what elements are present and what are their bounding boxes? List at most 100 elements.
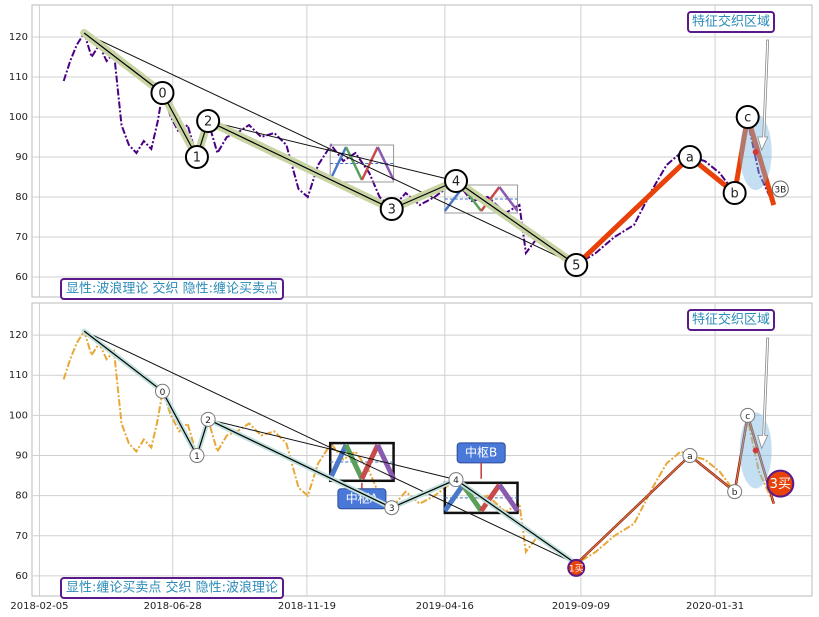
- wave-label: 5: [572, 259, 580, 274]
- wave-segment: [207, 418, 392, 509]
- wave-point: [150, 81, 175, 105]
- trend-line: [83, 32, 577, 266]
- wave-label: 3: [389, 504, 395, 514]
- y-tick-label: 100: [9, 410, 28, 421]
- zigzag: [375, 444, 396, 480]
- zigzag: [498, 186, 519, 212]
- zigzag: [497, 483, 520, 513]
- x-tick-label: 2020-01-31: [686, 601, 744, 612]
- wave-label: c: [745, 412, 750, 422]
- wave-label: b: [732, 488, 738, 498]
- cross-arrow: [757, 337, 770, 450]
- x-tick-label: 2019-04-16: [416, 601, 474, 612]
- wave-glow: [575, 455, 691, 565]
- wave-segment: [732, 116, 751, 194]
- y-tick-label: 120: [9, 32, 28, 43]
- wave-label: 1: [193, 151, 201, 166]
- wave-point: [184, 145, 209, 169]
- signal-label: 3B: [774, 186, 786, 196]
- y-tick-label: 70: [15, 531, 28, 542]
- cross-core: [752, 447, 759, 454]
- wave-segment: [83, 330, 163, 392]
- zigzag: [343, 444, 365, 480]
- wave-label: b: [731, 187, 739, 202]
- x-tick-label: 2018-11-19: [278, 601, 336, 612]
- signal-label: 1买: [569, 563, 584, 574]
- wave-label: 4: [453, 476, 459, 486]
- trend-line: [208, 120, 457, 182]
- wave-segment: [574, 155, 692, 267]
- x-tick-label: 2019-09-09: [552, 601, 610, 612]
- x-tick-label: 2018-02-05: [10, 601, 68, 612]
- note-box: [687, 309, 775, 331]
- wave-point: [154, 383, 170, 399]
- y-tick-label: 80: [15, 491, 28, 502]
- y-tick-label: 90: [15, 451, 28, 462]
- zigzag: [480, 186, 501, 212]
- wave-point: [727, 484, 743, 500]
- wave-label: 0: [160, 388, 166, 398]
- wave-label: a: [686, 151, 694, 166]
- wave-point: [379, 197, 404, 221]
- wave-glow: [734, 415, 749, 492]
- signal-point: [766, 469, 795, 498]
- note-text: 特征交织区域: [692, 312, 770, 328]
- wave-label: 3: [388, 203, 396, 218]
- plot-area: [31, 302, 813, 597]
- zigzag: [442, 483, 466, 513]
- note-text: 显性:波浪理论 交织 隐性:缠论买卖点: [66, 281, 278, 297]
- wave-segment: [161, 391, 198, 456]
- y-tick-label: 110: [9, 72, 28, 83]
- wave-label: a: [687, 452, 693, 462]
- zigzag: [359, 444, 380, 480]
- zigzag: [329, 146, 348, 181]
- wave-label: 4: [452, 175, 460, 190]
- wave-segment: [161, 92, 198, 158]
- y-tick-label: 90: [15, 152, 28, 163]
- zhongshu-label: 中枢B: [465, 444, 497, 459]
- x-tick-label: 2018-06-28: [144, 601, 202, 612]
- y-tick-label: 60: [15, 272, 28, 283]
- price-line: [62, 328, 775, 566]
- wave-segment: [207, 120, 392, 210]
- wave-glow: [689, 455, 735, 493]
- wave-point: [682, 448, 698, 464]
- wave-point: [200, 411, 216, 427]
- y-tick-label: 120: [9, 330, 28, 341]
- zhongshu-label: 中枢A: [346, 490, 379, 505]
- zigzag: [479, 483, 502, 513]
- wave-point: [448, 472, 464, 488]
- wave-point: [564, 253, 589, 277]
- y-tick-label: 100: [9, 112, 28, 123]
- wave-segment: [83, 32, 163, 94]
- wave-point: [189, 448, 205, 464]
- wave-point: [677, 145, 702, 169]
- wave-point: [384, 500, 400, 516]
- wave-segment: [455, 479, 577, 565]
- wave-segment: [391, 479, 457, 509]
- y-tick-label: 70: [15, 232, 28, 243]
- wave-point: [444, 169, 469, 193]
- signal-point: [771, 180, 789, 198]
- zigzag: [360, 146, 379, 181]
- wave-segment: [455, 180, 577, 266]
- wave-label: 1: [194, 452, 200, 462]
- wave-point: [196, 109, 221, 133]
- cross-core: [752, 149, 759, 155]
- wave-label: 2: [204, 115, 212, 130]
- trend-line: [83, 330, 577, 565]
- signal-label: 3买: [770, 477, 791, 492]
- y-tick-label: 60: [15, 571, 28, 582]
- note-box: [687, 11, 775, 33]
- note-box: [60, 577, 284, 599]
- cross-arrow: [757, 39, 770, 152]
- note-text: 显性:缠论买卖点 交织 隐性:波浪理论: [66, 580, 278, 596]
- wave-point: [735, 105, 760, 129]
- note-box: [60, 278, 284, 300]
- signal-point: [567, 558, 586, 577]
- y-tick-label: 80: [15, 192, 28, 203]
- wave-point: [740, 407, 756, 423]
- wave-segment: [745, 116, 777, 206]
- wave-label: 0: [158, 87, 166, 102]
